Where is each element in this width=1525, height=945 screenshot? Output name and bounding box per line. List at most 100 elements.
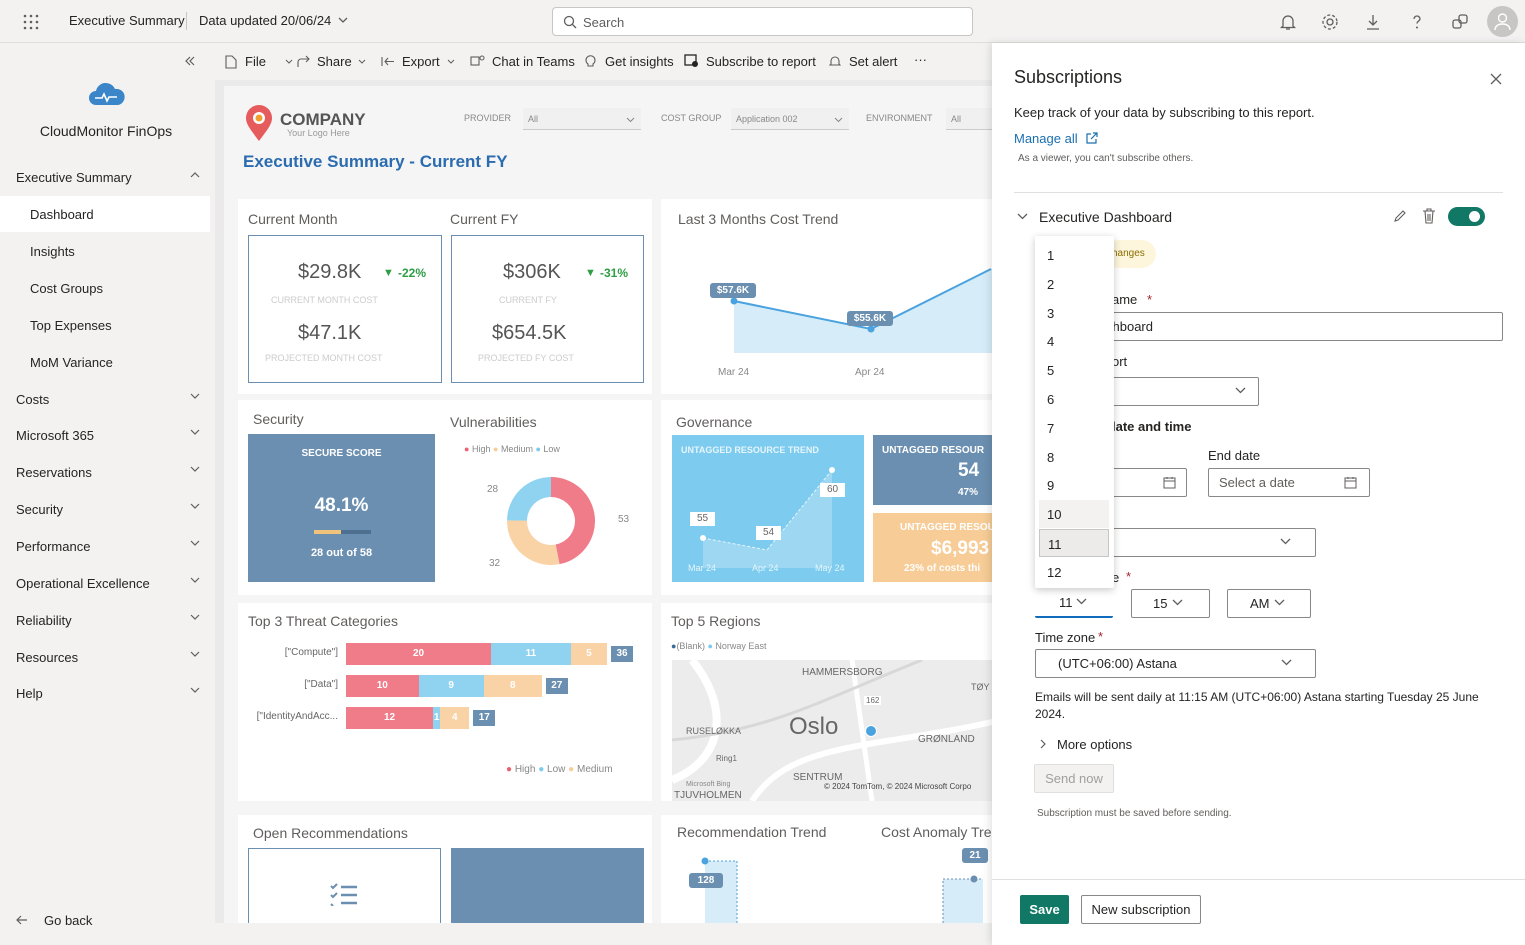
chat-in-teams-button[interactable]: Chat in Teams: [492, 54, 575, 69]
start-date-input[interactable]: [1104, 468, 1187, 497]
hour-option[interactable]: 6: [1039, 385, 1109, 413]
sidebar-group-microsoft-365[interactable]: Microsoft 365: [0, 417, 210, 453]
search-input[interactable]: Search: [552, 7, 973, 36]
more-options-button[interactable]: ···: [914, 52, 927, 67]
subscription-active-toggle[interactable]: [1448, 207, 1485, 226]
new-subscription-button[interactable]: New subscription: [1081, 895, 1201, 924]
edit-pencil-icon[interactable]: [1393, 209, 1407, 223]
sidebar-item-cost-groups[interactable]: Cost Groups: [0, 270, 210, 306]
help-icon[interactable]: [1407, 12, 1427, 32]
hour-option[interactable]: 5: [1039, 356, 1109, 384]
time-zone-select[interactable]: (UTC+06:00) Astana: [1035, 649, 1316, 678]
secure-score-tile[interactable]: SECURE SCORE 48.1% 28 out of 58: [248, 434, 435, 582]
delete-trash-icon[interactable]: [1422, 208, 1436, 224]
threat-bar-medium[interactable]: 5: [570, 643, 607, 665]
sidebar-item-insights[interactable]: Insights: [0, 233, 210, 269]
donut-slice-high[interactable]: [551, 477, 596, 565]
untagged-cost-tile[interactable]: UNTAGGED RESOU $6,993 23% of costs thi: [873, 513, 992, 582]
regions-map[interactable]: HAMMERSBORG RUSELØKKA Oslo GRØNLAND SENT…: [672, 660, 992, 801]
calendar-icon: [1344, 477, 1357, 489]
hour-option[interactable]: 9: [1039, 471, 1109, 499]
threat-bar-low[interactable]: 9: [418, 675, 484, 697]
open-external-icon[interactable]: [1085, 132, 1098, 145]
send-now-button[interactable]: Send now: [1034, 764, 1114, 793]
hour-select[interactable]: 11: [1035, 589, 1113, 618]
get-insights-button[interactable]: Get insights: [605, 54, 674, 69]
threat-bar-high[interactable]: 10: [346, 675, 419, 697]
cost-trend-chart[interactable]: [661, 239, 992, 379]
sidebar-group-help[interactable]: Help: [0, 675, 210, 711]
collapse-sidebar-icon[interactable]: [185, 56, 195, 66]
untagged-trend-tile[interactable]: UNTAGGED RESOURCE TREND 55 54 60 Mar 24 …: [672, 435, 864, 582]
app-launcher-icon[interactable]: [23, 14, 39, 30]
subscription-name-input[interactable]: shboard: [1104, 312, 1503, 341]
hour-option[interactable]: 2: [1039, 270, 1109, 298]
current-month-kpi[interactable]: $29.8K ▼ -22% CURRENT MONTH COST $47.1K …: [248, 235, 442, 383]
hour-option[interactable]: 1: [1039, 241, 1109, 269]
threat-bar-medium[interactable]: 8: [483, 675, 542, 697]
threat-bar-high[interactable]: 12: [346, 707, 433, 729]
notification-bell-icon[interactable]: [1278, 12, 1298, 32]
sidebar-group-resources[interactable]: Resources: [0, 639, 210, 675]
frequency-select[interactable]: [1104, 528, 1316, 557]
sidebar-item-mom-variance[interactable]: MoM Variance: [0, 344, 210, 380]
hour-option[interactable]: 4: [1039, 327, 1109, 355]
current-fy-kpi[interactable]: $306K ▼ -31% CURRENT FY $654.5K PROJECTE…: [451, 235, 644, 383]
sidebar-group-security[interactable]: Security: [0, 491, 210, 527]
close-icon[interactable]: [1490, 73, 1502, 85]
sidebar-item-dashboard[interactable]: Dashboard: [0, 196, 210, 232]
sidebar-group-performance[interactable]: Performance: [0, 528, 210, 564]
untagged-resources-count: 54: [958, 460, 980, 481]
export-menu[interactable]: Export: [402, 54, 440, 69]
file-menu[interactable]: File: [245, 54, 266, 69]
region-bubble-norway-east[interactable]: [865, 725, 877, 737]
hour-option[interactable]: 10: [1039, 500, 1109, 529]
chevron-right-icon[interactable]: [1040, 739, 1046, 749]
threat-bar-low[interactable]: 1: [433, 707, 441, 729]
minute-select[interactable]: 15: [1131, 589, 1210, 618]
nav-section-executive-summary[interactable]: Executive Summary: [0, 159, 210, 195]
hour-option[interactable]: 8: [1039, 443, 1109, 471]
open-recommendations-count-tile[interactable]: [451, 848, 644, 923]
sidebar-item-top-expenses[interactable]: Top Expenses: [0, 307, 210, 343]
go-back-link[interactable]: Go back: [0, 902, 210, 938]
manage-all-link[interactable]: Manage all: [1014, 131, 1078, 146]
hour-option[interactable]: 3: [1039, 299, 1109, 327]
open-recommendations-tile[interactable]: [248, 848, 441, 923]
sidebar-group-reliability[interactable]: Reliability: [0, 602, 210, 638]
am-pm-select[interactable]: AM: [1227, 589, 1311, 618]
download-icon[interactable]: [1363, 12, 1383, 32]
cost-group-slicer[interactable]: Application 002: [731, 108, 849, 130]
hour-option[interactable]: 11: [1039, 529, 1109, 557]
provider-slicer[interactable]: All: [523, 108, 641, 130]
share-menu[interactable]: Share: [317, 54, 352, 69]
feedback-icon[interactable]: [1450, 12, 1470, 32]
vulnerabilities-donut-chart[interactable]: [506, 476, 596, 566]
threat-bar-high[interactable]: 20: [346, 643, 491, 665]
settings-gear-icon[interactable]: [1320, 12, 1340, 32]
subscribe-to-report-button[interactable]: Subscribe to report: [706, 54, 816, 69]
donut-slice-medium[interactable]: [507, 520, 560, 565]
avatar[interactable]: [1487, 6, 1518, 37]
sidebar-group-reservations[interactable]: Reservations: [0, 454, 210, 490]
data-updated-dropdown[interactable]: Data updated 20/06/24: [199, 13, 332, 28]
hour-option[interactable]: 12: [1039, 558, 1109, 586]
threat-bar-low[interactable]: 11: [491, 643, 571, 665]
untagged-resources-tile[interactable]: UNTAGGED RESOUR 54 47%: [873, 435, 992, 505]
sidebar-group-operational-excellence[interactable]: Operational Excellence: [0, 565, 210, 601]
end-date-input[interactable]: Select a date: [1208, 468, 1370, 497]
threat-bar-medium[interactable]: 4: [440, 707, 470, 729]
set-alert-button[interactable]: Set alert: [849, 54, 898, 69]
sidebar-group-label: Security: [16, 502, 63, 517]
environment-slicer[interactable]: All: [946, 108, 992, 130]
chevron-down-icon[interactable]: [1017, 213, 1028, 220]
report-page-select[interactable]: [1104, 377, 1259, 406]
more-options-toggle[interactable]: More options: [1057, 737, 1133, 752]
sidebar-group-costs[interactable]: Costs: [0, 381, 210, 417]
chevron-down-icon: [447, 59, 455, 64]
donut-slice-low[interactable]: [507, 477, 551, 521]
save-button[interactable]: Save: [1020, 895, 1069, 924]
hour-option[interactable]: 7: [1039, 414, 1109, 442]
chevron-down-icon: [190, 540, 200, 546]
chevron-down-icon[interactable]: [338, 17, 348, 24]
